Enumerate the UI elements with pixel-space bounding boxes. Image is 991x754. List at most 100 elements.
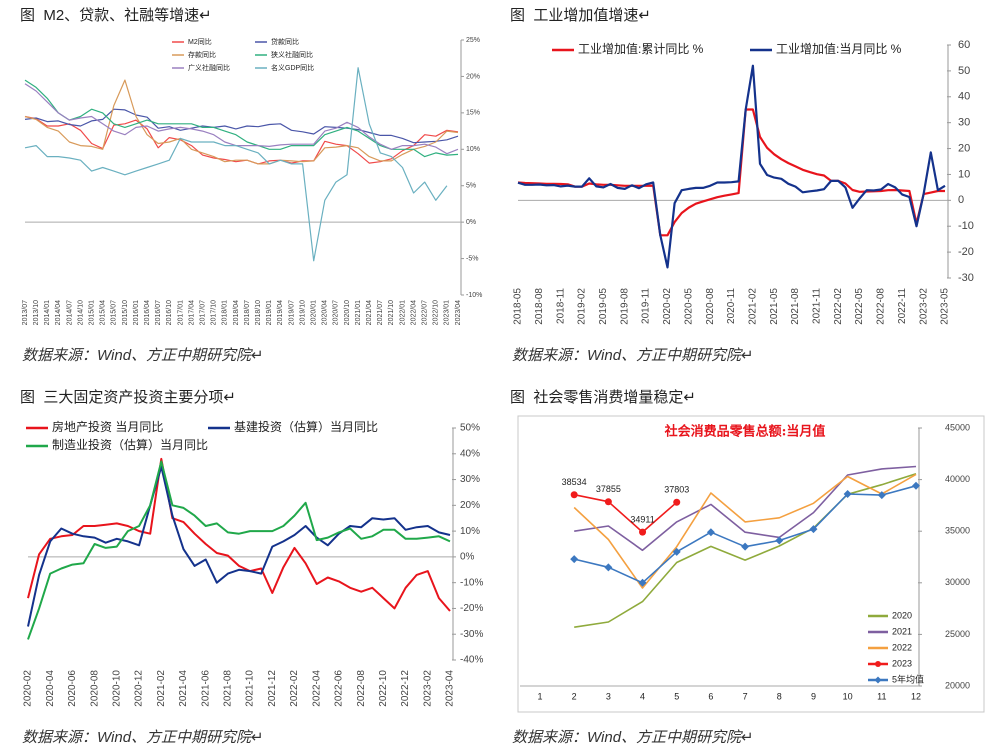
y-tick-label: 25000	[945, 629, 970, 639]
legend-label: 房地产投资 当月同比	[52, 419, 163, 434]
legend-label: 工业增加值:累计同比 %	[578, 41, 704, 56]
y-tick-label: 15%	[466, 110, 480, 117]
x-tick-label: 2022-08	[356, 670, 367, 707]
source: 数据来源：Wind、方正中期研究院↵	[512, 729, 754, 746]
x-tick-label: 2022-04	[311, 670, 322, 707]
x-tick-label: 2021-05	[769, 288, 780, 325]
y-tick-label: 25%	[466, 37, 480, 44]
point	[570, 555, 579, 564]
series-line	[574, 472, 917, 628]
point	[809, 525, 818, 534]
legend-marker	[874, 676, 882, 684]
legend-label: 2020	[892, 610, 912, 620]
x-tick-label: 2016/07	[155, 300, 162, 325]
legend-label: 2023	[892, 658, 912, 668]
chart-frame	[517, 415, 985, 713]
series-line	[27, 457, 451, 612]
x-tick-label: 2017/07	[199, 300, 206, 325]
x-tick-label: 2018-05	[513, 288, 524, 325]
x-tick-label: 2020-05	[683, 288, 694, 325]
legend-label: 广义社融同比	[188, 63, 230, 72]
legend-label: 名义GDP同比	[271, 63, 314, 72]
y-tick-label: 35000	[945, 526, 970, 536]
series-line	[517, 108, 945, 237]
x-tick-label: 2016/01	[133, 300, 140, 325]
series-line	[574, 485, 917, 584]
x-tick-label: 2020-06	[67, 670, 78, 707]
point	[706, 528, 715, 537]
x-tick-label: 2019-05	[598, 288, 609, 325]
x-tick-label: 2014/07	[66, 300, 73, 325]
legend-label: 基建投资（估算）当月同比	[234, 419, 378, 434]
x-tick-label: 2021/01	[355, 300, 362, 325]
x-tick-label: 2020/07	[333, 300, 340, 325]
x-tick-label: 2017/04	[188, 300, 195, 325]
y-tick-label: -10%	[460, 577, 483, 588]
y-tick-label: 45000	[945, 422, 970, 432]
caption: 图 三大固定资产投资主要分项↵	[20, 389, 236, 406]
series-line	[24, 115, 459, 165]
y-tick-label: 30	[958, 117, 970, 129]
x-tick-label: 2019/10	[299, 300, 306, 325]
x-tick-label: 3	[606, 691, 611, 701]
y-tick-label: 10	[958, 168, 970, 180]
x-tick-label: 2020/04	[322, 300, 329, 325]
y-tick-label: 20%	[460, 500, 480, 511]
y-tick-label: -20	[958, 246, 974, 258]
point	[741, 542, 750, 551]
x-tick-label: 2020-10	[111, 670, 122, 707]
x-tick-label: 2019/07	[288, 300, 295, 325]
x-tick-label: 2021-10	[245, 670, 256, 707]
x-tick-label: 2020-04	[45, 670, 56, 707]
x-tick-label: 2020-08	[89, 670, 100, 707]
y-tick-label: 0%	[466, 219, 476, 226]
point	[843, 490, 852, 499]
x-tick-label: 2022/01	[399, 300, 406, 325]
y-tick-label: 60	[958, 39, 970, 51]
y-tick-label: 40%	[460, 448, 480, 459]
legend-label: 狭义社融同比	[271, 50, 313, 59]
y-tick-label: -20%	[460, 603, 483, 614]
x-tick-label: 2021-06	[200, 670, 211, 707]
legend-label: 5年均值	[892, 673, 924, 684]
source: 数据来源：Wind、方正中期研究院↵	[22, 729, 264, 746]
legend-label: 制造业投资（估算）当月同比	[52, 437, 208, 452]
y-tick-label: -40%	[460, 655, 483, 666]
data-label: 37855	[596, 484, 621, 494]
x-tick-label: 2022-02	[289, 670, 300, 707]
y-tick-label: 40000	[945, 474, 970, 484]
series-line	[24, 67, 448, 262]
x-tick-label: 2	[572, 691, 577, 701]
x-tick-label: 2016/10	[166, 300, 173, 325]
x-tick-label: 2022-06	[334, 670, 345, 707]
x-tick-label: 2020-11	[726, 288, 737, 324]
x-tick-label: 2022-05	[854, 288, 865, 325]
source: 数据来源：Wind、方正中期研究院↵	[22, 347, 264, 364]
x-tick-label: 2013/10	[33, 300, 40, 325]
y-tick-label: -10%	[466, 292, 482, 299]
point	[604, 498, 612, 506]
y-tick-label: 30%	[460, 474, 480, 485]
y-tick-label: -10	[958, 220, 974, 232]
x-tick-label: 2023/01	[444, 300, 451, 325]
legend-label: 工业增加值:当月同比 %	[776, 41, 902, 56]
source: 数据来源：Wind、方正中期研究院↵	[512, 347, 754, 364]
x-tick-label: 2017/01	[177, 300, 184, 325]
x-tick-label: 2021-11	[812, 288, 823, 324]
series-line	[573, 473, 917, 589]
x-tick-label: 2015/07	[111, 300, 118, 325]
x-tick-label: 5	[674, 691, 679, 701]
y-tick-label: -30%	[460, 629, 483, 640]
x-tick-label: 2022-10	[378, 670, 389, 707]
x-tick-label: 2022/10	[433, 300, 440, 325]
y-tick-label: 20	[958, 142, 970, 154]
x-tick-label: 2015/10	[122, 300, 129, 325]
point	[877, 491, 886, 500]
legend-label: 贷款同比	[271, 37, 299, 46]
x-tick-label: 2018-08	[534, 288, 545, 325]
x-tick-label: 2014/01	[44, 300, 51, 325]
legend-label: 2022	[892, 642, 912, 652]
x-tick-label: 2021-02	[747, 288, 758, 325]
data-label: 37803	[664, 485, 689, 495]
